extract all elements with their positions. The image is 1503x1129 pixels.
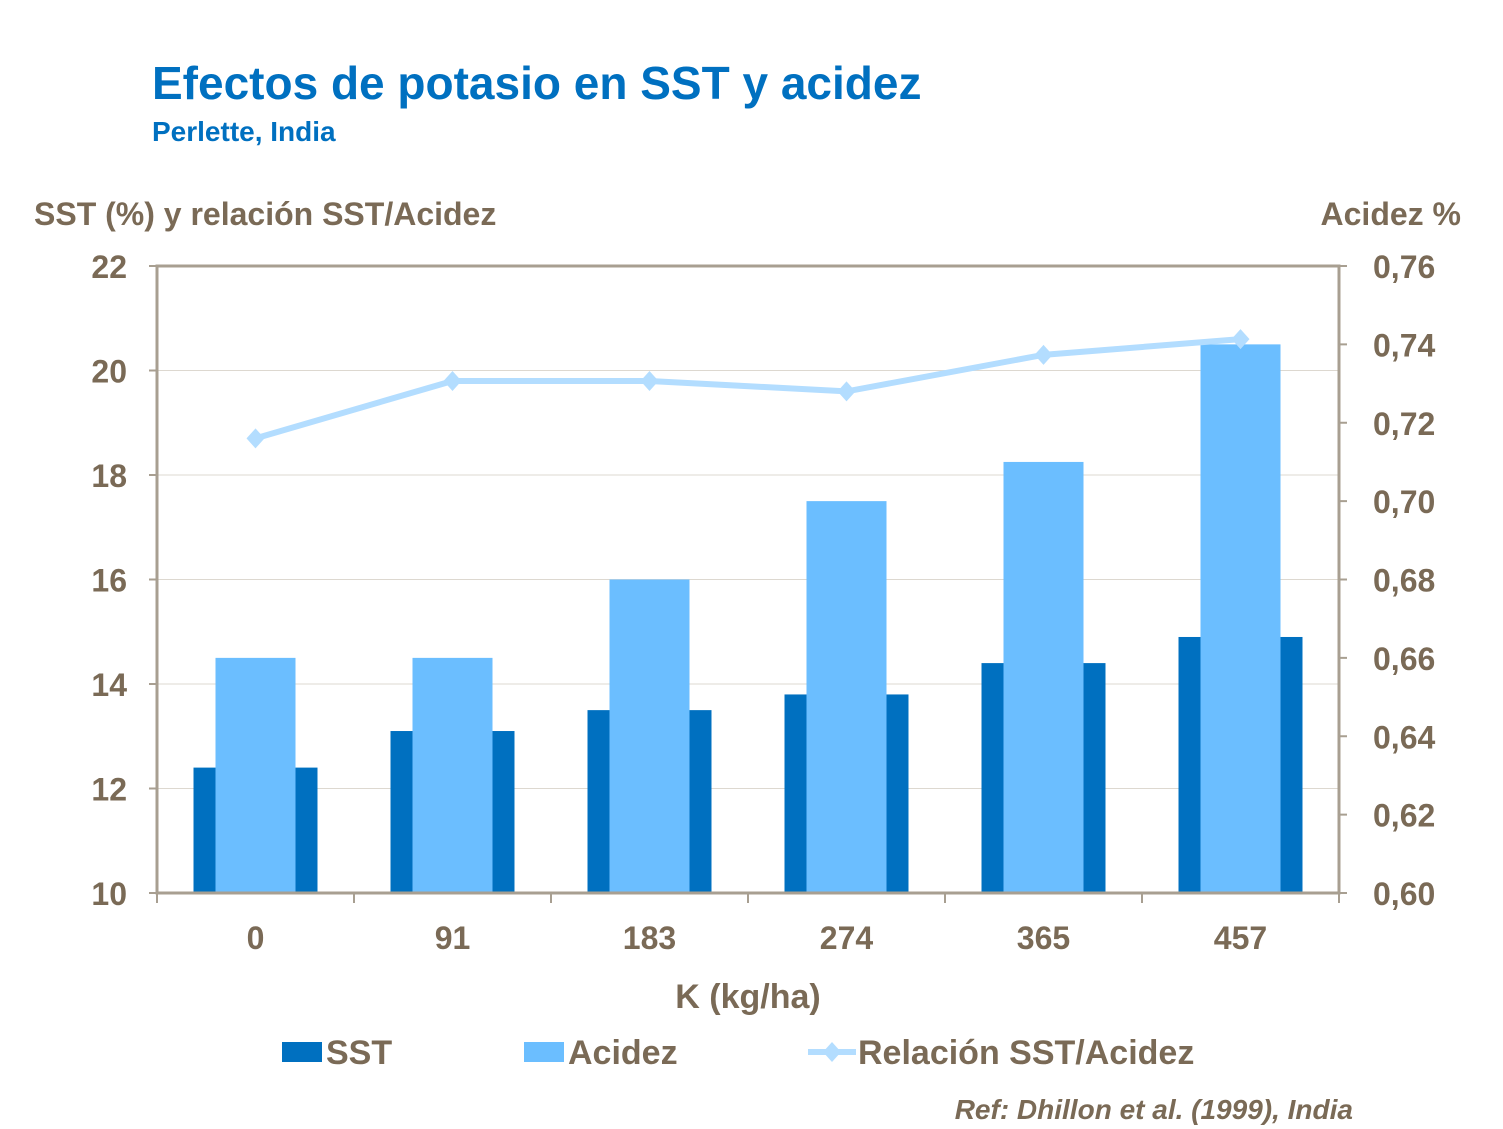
legend-swatch-acidez xyxy=(524,1042,564,1062)
bar-acidez xyxy=(215,657,296,893)
y-tick-label-right: 0,72 xyxy=(1373,406,1435,442)
x-tick-label: 91 xyxy=(435,920,471,956)
chart-subtitle: Perlette, India xyxy=(152,116,336,147)
x-tick-label: 183 xyxy=(623,920,676,956)
marker-relacion xyxy=(443,370,462,391)
y-tick-label-right: 0,74 xyxy=(1373,327,1435,363)
y-tick-label-right: 0,68 xyxy=(1373,563,1435,599)
y-tick-label-left: 22 xyxy=(91,249,127,285)
marker-relacion xyxy=(1034,344,1053,365)
y-tick-label-right: 0,62 xyxy=(1373,798,1435,834)
chart-title: Efectos de potasio en SST y acidez xyxy=(152,57,922,109)
bar-acidez xyxy=(806,501,887,893)
marker-relacion xyxy=(640,370,659,391)
y-tick-label-left: 16 xyxy=(91,563,127,599)
marker-relacion xyxy=(1231,329,1250,350)
reference-note: Ref: Dhillon et al. (1999), India xyxy=(954,1094,1353,1125)
bar-acidez xyxy=(1003,461,1084,893)
y-tick-label-right: 0,64 xyxy=(1373,719,1435,755)
legend-swatch-sst xyxy=(282,1042,322,1062)
bar-acidez xyxy=(1200,344,1281,893)
legend-marker-relacion xyxy=(823,1042,841,1062)
y-tick-label-right: 0,60 xyxy=(1373,876,1435,912)
y-tick-label-right: 0,66 xyxy=(1373,641,1435,677)
bar-acidez xyxy=(609,579,690,893)
y-tick-label-left: 20 xyxy=(91,354,127,390)
plot-area-border xyxy=(155,264,1341,895)
y-tick-label-left: 14 xyxy=(91,667,127,703)
x-tick-label: 274 xyxy=(820,920,874,956)
legend-label-relacion: Relación SST/Acidez xyxy=(858,1034,1194,1072)
y-tick-label-left: 10 xyxy=(91,876,127,912)
x-tick-label: 0 xyxy=(247,920,265,956)
y-tick-label-left: 18 xyxy=(91,458,127,494)
y-tick-label-left: 12 xyxy=(91,772,127,808)
x-tick-label: 457 xyxy=(1214,920,1267,956)
y-axis-label-left: SST (%) y relación SST/Acidez xyxy=(34,196,497,232)
legend-label-sst: SST xyxy=(326,1034,392,1072)
y-axis-label-right: Acidez % xyxy=(1320,196,1461,232)
y-tick-label-right: 0,76 xyxy=(1373,249,1435,285)
marker-relacion xyxy=(246,428,265,449)
line-relacion xyxy=(254,336,1241,442)
x-axis-label: K (kg/ha) xyxy=(675,978,820,1016)
x-tick-label: 365 xyxy=(1017,920,1070,956)
y-tick-label-right: 0,70 xyxy=(1373,484,1435,520)
bar-acidez xyxy=(412,657,493,893)
marker-relacion xyxy=(837,381,856,402)
legend-label-acidez: Acidez xyxy=(568,1034,678,1072)
